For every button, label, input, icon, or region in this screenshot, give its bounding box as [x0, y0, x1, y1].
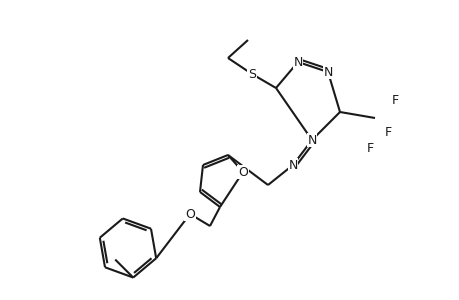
Text: F: F	[384, 125, 391, 139]
Text: O: O	[238, 166, 247, 178]
Text: O: O	[185, 208, 195, 220]
Text: N: N	[288, 158, 297, 172]
Text: F: F	[391, 94, 397, 106]
Text: N: N	[293, 56, 302, 68]
Text: F: F	[366, 142, 373, 154]
Text: S: S	[247, 68, 256, 80]
Text: N: N	[307, 134, 316, 146]
Text: N: N	[323, 65, 332, 79]
